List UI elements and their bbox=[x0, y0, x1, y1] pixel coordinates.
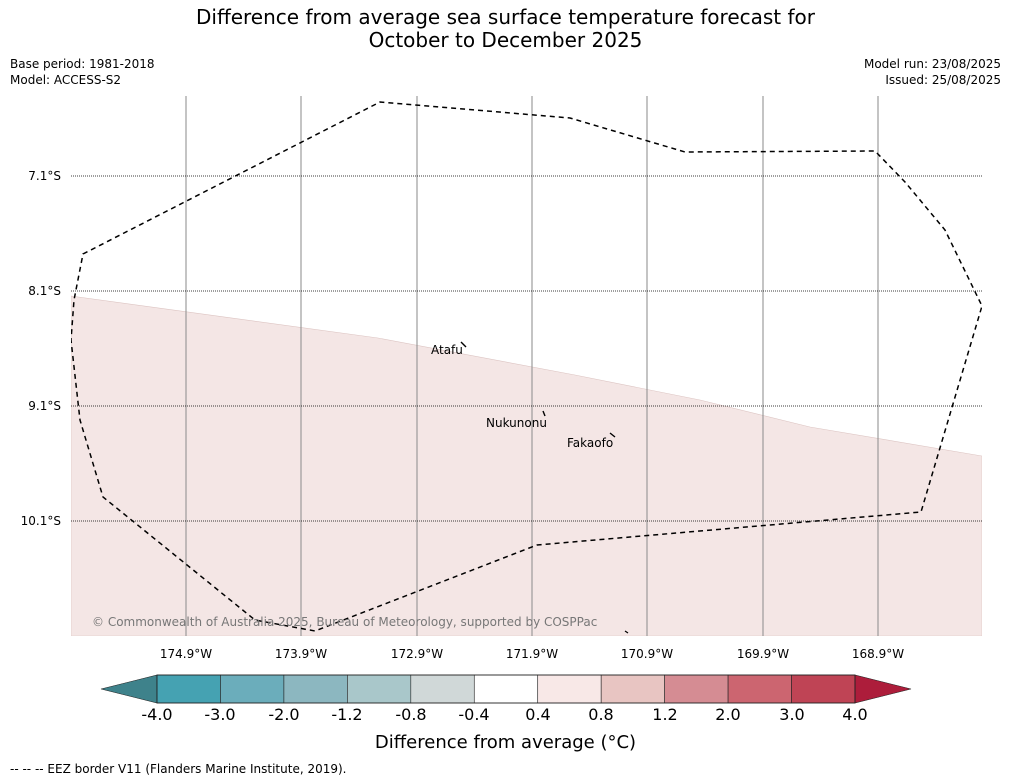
islet-shape bbox=[624, 630, 629, 634]
issued-date: Issued: 25/08/2025 bbox=[885, 73, 1001, 87]
lon-label-170-9w: 170.9°W bbox=[620, 647, 674, 661]
colorbar-tick: -3.0 bbox=[204, 705, 236, 724]
lat-label-7-1s: 7.1°S bbox=[28, 169, 61, 183]
colorbar-tick: 1.2 bbox=[652, 705, 678, 724]
lon-label-169-9w: 169.9°W bbox=[736, 647, 790, 661]
model-run: Model run: 23/08/2025 bbox=[863, 57, 1001, 71]
eez-border bbox=[71, 101, 982, 632]
colorbar-segment bbox=[664, 674, 729, 704]
colorbar-segment bbox=[283, 674, 348, 704]
colorbar-frame bbox=[156, 674, 856, 704]
place-label-nukunonu: Nukunonu bbox=[486, 416, 547, 430]
colorbar-segment bbox=[600, 674, 665, 704]
lat-label-9-1s: 9.1°S bbox=[28, 399, 61, 413]
colorbar-segment bbox=[156, 674, 221, 704]
colorbar-tick: 4.0 bbox=[842, 705, 868, 724]
colorbar-tick: 0.4 bbox=[525, 705, 551, 724]
colorbar-tick: 0.8 bbox=[588, 705, 614, 724]
place-label-atafu: Atafu bbox=[431, 343, 463, 357]
lon-label-173-9w: 173.9°W bbox=[274, 647, 328, 661]
lon-label-168-9w: 168.9°W bbox=[851, 647, 905, 661]
colorbar-segment bbox=[791, 674, 856, 704]
colorbar-tick: -1.2 bbox=[331, 705, 363, 724]
lon-label-172-9w: 172.9°W bbox=[390, 647, 444, 661]
meta-left: Base period: 1981-2018 Model: ACCESS-S2 bbox=[10, 56, 155, 88]
colorbar-extend-high bbox=[854, 674, 912, 704]
copyright-notice: © Commonwealth of Australia 2025, Bureau… bbox=[92, 615, 598, 629]
colorbar-tick: -0.4 bbox=[458, 705, 490, 724]
colorbar-tick: 2.0 bbox=[715, 705, 741, 724]
colorbar-segment bbox=[473, 674, 539, 704]
title-line-2: October to December 2025 bbox=[368, 28, 643, 52]
lat-label-8-1s: 8.1°S bbox=[28, 284, 61, 298]
colorbar-segment bbox=[220, 674, 285, 704]
model-name: Model: ACCESS-S2 bbox=[10, 73, 122, 87]
colorbar-extend-low bbox=[100, 674, 158, 704]
colorbar-tick: -4.0 bbox=[141, 705, 173, 724]
colorbar-segment bbox=[347, 674, 412, 704]
atafu-atoll-shape bbox=[460, 341, 467, 348]
base-period: Base period: 1981-2018 bbox=[10, 57, 155, 71]
meridian-lines bbox=[185, 96, 879, 636]
colorbar-tick: 3.0 bbox=[779, 705, 805, 724]
colorbar-label: Difference from average (°C) bbox=[374, 732, 637, 753]
fakaofo-atoll-shape bbox=[609, 432, 616, 438]
lat-label-10-1s: 10.1°S bbox=[20, 514, 61, 528]
title-line-1: Difference from average sea surface temp… bbox=[195, 5, 815, 29]
colorbar bbox=[100, 674, 912, 704]
colorbar-segment bbox=[727, 674, 792, 704]
map-title: Difference from average sea surface temp… bbox=[0, 6, 1011, 52]
eez-border-note: -- -- -- EEZ border V11 (Flanders Marine… bbox=[10, 762, 347, 776]
lon-label-171-9w: 171.9°W bbox=[505, 647, 559, 661]
lon-label-174-9w: 174.9°W bbox=[159, 647, 213, 661]
colorbar-segment bbox=[537, 674, 602, 704]
meta-right: Model run: 23/08/2025 Issued: 25/08/2025 bbox=[864, 56, 1001, 88]
colorbar-segment bbox=[410, 674, 475, 704]
nukunonu-atoll-shape bbox=[542, 410, 546, 417]
place-label-fakaofo: Fakaofo bbox=[567, 436, 614, 450]
colorbar-tick: -0.8 bbox=[395, 705, 427, 724]
anomaly-region bbox=[71, 295, 982, 636]
colorbar-tick: -2.0 bbox=[268, 705, 300, 724]
colorbar-segments bbox=[156, 674, 856, 704]
